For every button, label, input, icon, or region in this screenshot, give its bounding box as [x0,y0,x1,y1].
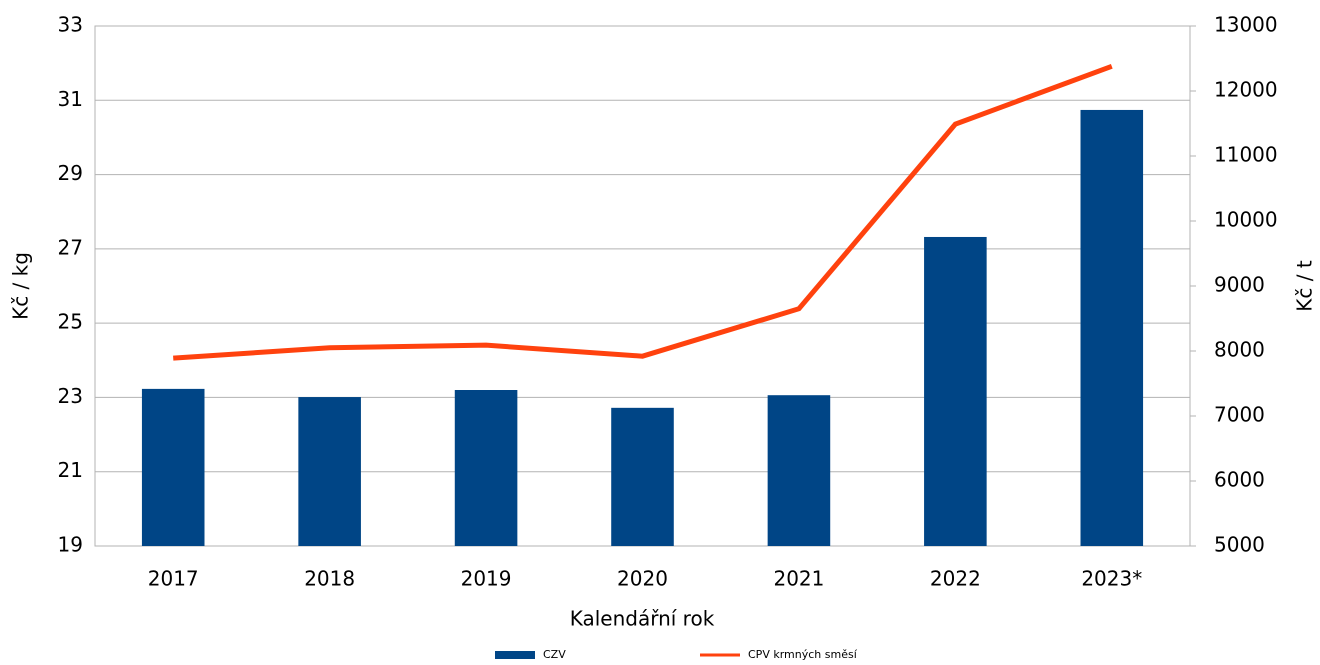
bar [767,395,831,546]
bar [141,388,205,546]
y-tick-label: 19 [58,533,83,557]
y2-tick-label: 13000 [1214,13,1278,37]
y2-tick-label: 12000 [1214,78,1278,102]
y2-tick-label: 8000 [1214,338,1265,362]
y-axis-title: Kč / kg [9,252,33,320]
x-tick-label: 2021 [773,567,824,591]
y-tick-label: 27 [58,235,83,259]
bar [1080,109,1144,546]
x-tick-label: 2020 [617,567,668,591]
y2-tick-label: 7000 [1214,403,1265,427]
y-tick-label: 25 [58,310,83,334]
bar [454,390,518,546]
legend-label: CPV krmných směsí [748,648,858,661]
bar [298,397,361,546]
x-axis-title: Kalendářní rok [570,607,715,631]
line [173,63,1113,361]
y-tick-label: 29 [58,161,83,185]
y2-tick-label: 9000 [1214,273,1265,297]
x-tick-label: 2018 [304,567,355,591]
y2-axis-title: Kč / t [1293,260,1317,312]
legend-label: CZV [543,648,566,661]
bar [611,407,674,546]
y-tick-label: 23 [58,384,83,408]
y2-tick-label: 5000 [1214,533,1265,557]
y-tick-label: 31 [58,87,83,111]
x-tick-label: 2017 [148,567,199,591]
x-tick-label: 2023* [1081,567,1142,591]
y2-tick-label: 10000 [1214,208,1278,232]
legend-swatch [495,651,535,659]
y2-tick-label: 11000 [1214,143,1278,167]
y2-tick-label: 6000 [1214,468,1265,492]
x-tick-label: 2019 [461,567,512,591]
bar [924,236,987,546]
x-tick-label: 2022 [930,567,981,591]
y-tick-label: 33 [58,13,83,37]
y-tick-label: 21 [58,458,83,482]
